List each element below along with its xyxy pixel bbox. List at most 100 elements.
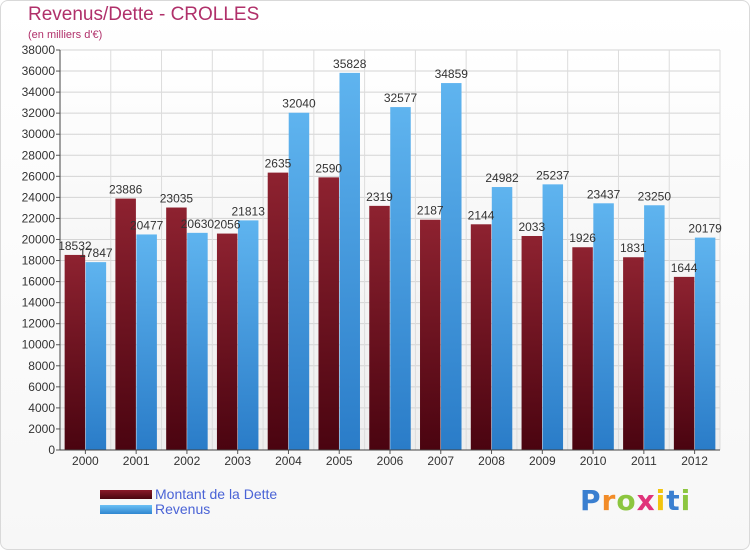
- data-label-dette: 23035: [160, 192, 194, 206]
- data-label-revenus: 24982: [485, 171, 519, 185]
- data-label-revenus: 25237: [536, 168, 570, 182]
- bar-dette: [521, 235, 543, 450]
- bar-dette: [64, 254, 86, 450]
- logo-letter: t: [666, 484, 681, 517]
- data-label-dette: 2590: [315, 161, 342, 175]
- legend-label-revenus: Revenus: [155, 501, 211, 517]
- bar-revenus: [694, 237, 716, 450]
- bar-revenus: [85, 262, 107, 450]
- x-tick-label: 2006: [377, 454, 404, 468]
- bar-dette: [166, 207, 187, 450]
- bar-dette: [623, 257, 644, 450]
- x-tick-label: 2000: [72, 454, 99, 468]
- data-label-revenus: 21813: [232, 204, 266, 218]
- x-tick-label: 2010: [580, 454, 607, 468]
- bar-revenus: [441, 83, 462, 450]
- legend-label-dette: Montant de la Dette: [155, 486, 278, 502]
- logo-letter: r: [601, 484, 617, 517]
- y-tick-label: 24000: [22, 190, 56, 204]
- logo-letter: x: [636, 484, 656, 517]
- legend-swatch-dette: [100, 490, 152, 499]
- data-label-revenus: 34859: [435, 67, 469, 81]
- y-tick-label: 2000: [28, 422, 55, 436]
- data-label-dette: 2319: [366, 190, 393, 204]
- y-tick-label: 18000: [22, 254, 56, 268]
- x-tick-label: 2001: [123, 454, 150, 468]
- data-label-revenus: 23437: [587, 187, 621, 201]
- chart-subtitle: (en milliers d'€): [28, 29, 103, 41]
- x-tick-label: 2012: [681, 454, 708, 468]
- x-tick-label: 2002: [174, 454, 201, 468]
- bar-revenus: [644, 205, 665, 450]
- bar-revenus: [187, 232, 208, 450]
- y-tick-label: 28000: [22, 148, 56, 162]
- bar-dette: [115, 198, 136, 450]
- bar-revenus: [542, 184, 564, 451]
- data-label-revenus: 20477: [130, 218, 164, 232]
- y-tick-label: 8000: [28, 359, 55, 373]
- y-tick-label: 10000: [22, 338, 56, 352]
- x-tick-label: 2003: [224, 454, 251, 468]
- logo-letter: P: [580, 484, 602, 517]
- y-tick-label: 6000: [28, 380, 55, 394]
- bar-revenus: [237, 220, 259, 450]
- data-label-revenus: 20179: [688, 222, 722, 236]
- bar-dette: [267, 172, 289, 450]
- data-label-dette: 18532: [58, 239, 92, 253]
- data-label-revenus: 17847: [79, 246, 113, 260]
- y-tick-label: 36000: [22, 64, 56, 78]
- chart-title: Revenus/Dette - CROLLES: [28, 4, 260, 25]
- bar-revenus: [390, 107, 411, 450]
- data-label-revenus: 32040: [282, 97, 316, 111]
- x-tick-label: 2007: [427, 454, 454, 468]
- y-tick-label: 22000: [22, 211, 56, 225]
- x-tick-label: 2008: [478, 454, 505, 468]
- x-tick-label: 2004: [275, 454, 302, 468]
- bar-revenus: [288, 112, 310, 450]
- data-label-dette: 2056: [214, 218, 241, 232]
- bar-dette: [572, 247, 593, 450]
- bar-revenus: [136, 234, 157, 450]
- bar-revenus: [339, 72, 360, 450]
- logo-letter: i: [655, 484, 667, 517]
- y-tick-label: 12000: [22, 317, 56, 331]
- bar-dette: [216, 233, 238, 450]
- bar-revenus: [491, 187, 513, 450]
- bar-dette: [673, 276, 695, 450]
- y-tick-label: 14000: [22, 296, 56, 310]
- data-label-dette: 1831: [620, 241, 647, 255]
- data-label-revenus: 23250: [638, 189, 672, 203]
- data-label-dette: 2144: [468, 208, 495, 222]
- x-tick-label: 2011: [631, 454, 657, 468]
- y-tick-label: 26000: [22, 169, 56, 183]
- bar-dette: [318, 177, 339, 450]
- data-label-dette: 2187: [417, 204, 444, 218]
- y-tick-label: 20000: [22, 232, 56, 246]
- bar-dette: [369, 205, 390, 450]
- logo-letter: o: [616, 484, 637, 517]
- data-label-dette: 1644: [671, 261, 698, 275]
- data-label-revenus: 20630: [181, 217, 215, 231]
- y-tick-label: 4000: [28, 401, 55, 415]
- y-tick-label: 34000: [22, 85, 56, 99]
- y-tick-label: 0: [48, 443, 55, 457]
- x-tick-label: 2009: [529, 454, 556, 468]
- data-label-dette: 23886: [109, 183, 143, 197]
- bar-dette: [420, 219, 441, 450]
- x-tick-label: 2005: [326, 454, 353, 468]
- logo-letter: i: [680, 484, 692, 517]
- proxiti-logo: Proxiti: [580, 484, 691, 517]
- data-label-dette: 2033: [518, 220, 545, 234]
- bar-revenus: [593, 203, 614, 450]
- y-tick-label: 30000: [22, 127, 56, 141]
- bar-dette: [470, 224, 492, 450]
- y-tick-label: 38000: [22, 43, 56, 57]
- data-label-dette: 1926: [569, 231, 596, 245]
- legend-swatch-revenus: [100, 505, 152, 514]
- data-label-dette: 2635: [265, 157, 292, 171]
- data-label-revenus: 35828: [333, 57, 367, 71]
- data-label-revenus: 32577: [384, 91, 418, 105]
- y-tick-label: 16000: [22, 275, 56, 289]
- y-tick-label: 32000: [22, 106, 56, 120]
